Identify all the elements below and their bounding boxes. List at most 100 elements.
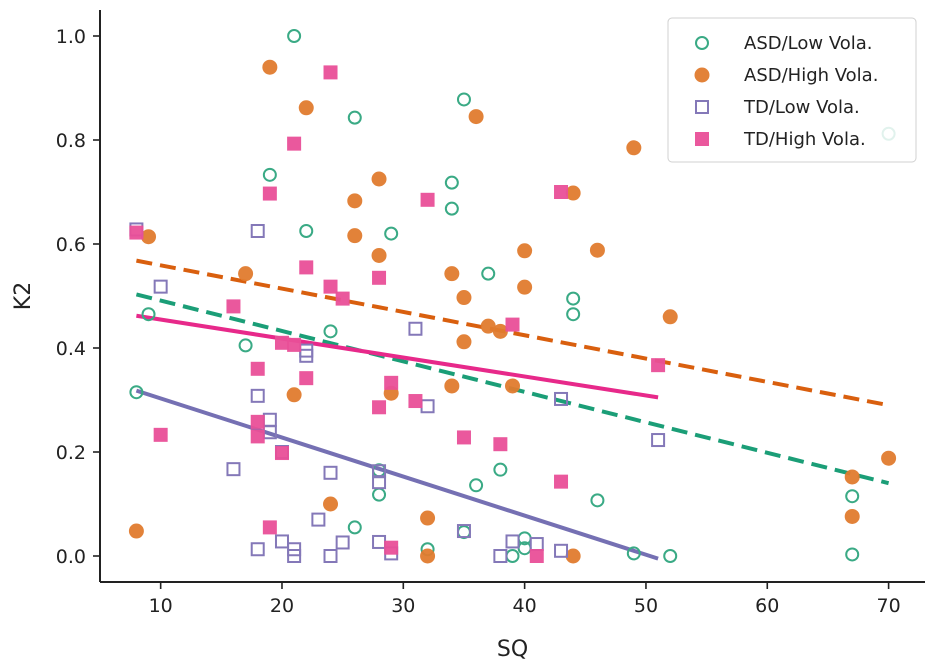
data-point bbox=[226, 462, 241, 477]
data-point bbox=[238, 266, 254, 282]
data-point bbox=[250, 224, 265, 238]
data-point bbox=[250, 388, 265, 403]
x-tick-label: 20 bbox=[270, 595, 294, 617]
axes: 10 20 30 40 50 60 70 0.0 0.2 0.4 0.6 0.8 1.0 SQ K2 bbox=[11, 10, 925, 662]
data-point bbox=[372, 534, 387, 549]
data-point bbox=[651, 433, 666, 448]
data-point bbox=[845, 547, 860, 562]
data-point bbox=[456, 524, 471, 539]
data-point bbox=[505, 549, 520, 563]
data-point bbox=[335, 291, 350, 306]
data-point bbox=[286, 387, 302, 403]
data-point bbox=[226, 299, 241, 314]
data-point bbox=[517, 243, 533, 259]
data-point bbox=[444, 175, 459, 190]
data-point bbox=[129, 225, 144, 240]
data-point bbox=[589, 242, 605, 258]
data-point bbox=[844, 508, 860, 524]
data-point bbox=[566, 291, 581, 306]
data-point bbox=[372, 487, 387, 502]
data-point bbox=[250, 414, 265, 429]
data-point bbox=[262, 59, 278, 75]
data-point bbox=[456, 430, 471, 445]
data-point bbox=[444, 201, 459, 216]
data-point bbox=[480, 318, 496, 334]
x-axis-label: SQ bbox=[497, 637, 528, 662]
data-point bbox=[408, 321, 423, 336]
data-point bbox=[347, 520, 362, 535]
data-point bbox=[554, 543, 569, 558]
legend-item-asd-low-vola: ASD/Low Vola. bbox=[695, 33, 873, 54]
data-point bbox=[444, 378, 460, 394]
legend-item-asd-high-vola: ASD/High Vola. bbox=[694, 65, 878, 86]
data-point bbox=[274, 446, 289, 461]
data-point bbox=[141, 307, 156, 322]
data-point bbox=[505, 317, 520, 332]
data-point bbox=[529, 549, 544, 563]
legend: ASD/Low Vola. ASD/High Vola. TD/Low Vola. T… bbox=[667, 17, 917, 163]
data-point bbox=[347, 110, 362, 125]
fit-line-td-high-vola bbox=[136, 313, 659, 400]
data-point bbox=[372, 475, 387, 490]
data-point bbox=[481, 266, 496, 281]
data-point bbox=[153, 427, 168, 442]
data-point bbox=[250, 429, 265, 444]
data-point bbox=[505, 378, 520, 394]
data-point bbox=[299, 348, 314, 363]
data-point bbox=[469, 478, 484, 493]
y-tick-label: 0.2 bbox=[56, 442, 86, 464]
fit-line-asd-high-vola bbox=[136, 258, 889, 408]
data-point bbox=[311, 512, 326, 527]
data-point bbox=[554, 474, 569, 489]
data-point bbox=[129, 385, 144, 400]
data-point bbox=[250, 361, 265, 376]
y-tick-label: 0.8 bbox=[56, 130, 86, 152]
data-point bbox=[493, 437, 508, 452]
data-point bbox=[420, 192, 435, 207]
data-point bbox=[881, 450, 897, 466]
x-tick-label: 70 bbox=[877, 595, 901, 617]
data-point bbox=[493, 462, 508, 477]
data-point bbox=[274, 335, 289, 350]
data-point bbox=[262, 167, 277, 182]
data-point bbox=[517, 279, 533, 295]
data-point bbox=[420, 510, 436, 526]
data-point bbox=[444, 266, 460, 282]
data-point bbox=[298, 100, 314, 116]
data-point bbox=[456, 92, 471, 107]
x-tick-label: 30 bbox=[391, 595, 415, 617]
data-point bbox=[372, 464, 387, 479]
data-point bbox=[250, 542, 265, 557]
x-tick-label: 10 bbox=[149, 595, 173, 617]
legend-label: ASD/High Vola. bbox=[744, 65, 878, 86]
series-asd-high-vola bbox=[128, 59, 897, 564]
legend-marker bbox=[695, 36, 709, 50]
series-asd-low-vola bbox=[129, 29, 896, 563]
data-point bbox=[505, 534, 520, 549]
data-point bbox=[323, 324, 338, 339]
legend-marker bbox=[695, 100, 709, 114]
data-point bbox=[323, 65, 338, 80]
data-point bbox=[323, 496, 339, 512]
series-td-low-vola bbox=[129, 222, 666, 563]
x-tick-label: 40 bbox=[513, 595, 537, 617]
data-point bbox=[554, 185, 569, 199]
data-point bbox=[299, 260, 314, 275]
data-point bbox=[456, 290, 472, 306]
data-point bbox=[287, 337, 302, 352]
data-point bbox=[456, 334, 472, 350]
data-point bbox=[529, 537, 544, 552]
data-point bbox=[663, 549, 678, 563]
x-tick-label: 50 bbox=[634, 595, 658, 617]
data-point bbox=[371, 247, 387, 263]
data-point bbox=[262, 412, 277, 427]
data-point bbox=[372, 270, 387, 285]
data-point bbox=[468, 109, 484, 125]
legend-marker bbox=[694, 67, 710, 83]
data-point bbox=[287, 549, 302, 563]
data-point bbox=[384, 226, 399, 241]
data-point bbox=[662, 309, 678, 325]
y-tick-label: 0.4 bbox=[56, 338, 86, 360]
data-point bbox=[384, 540, 399, 555]
